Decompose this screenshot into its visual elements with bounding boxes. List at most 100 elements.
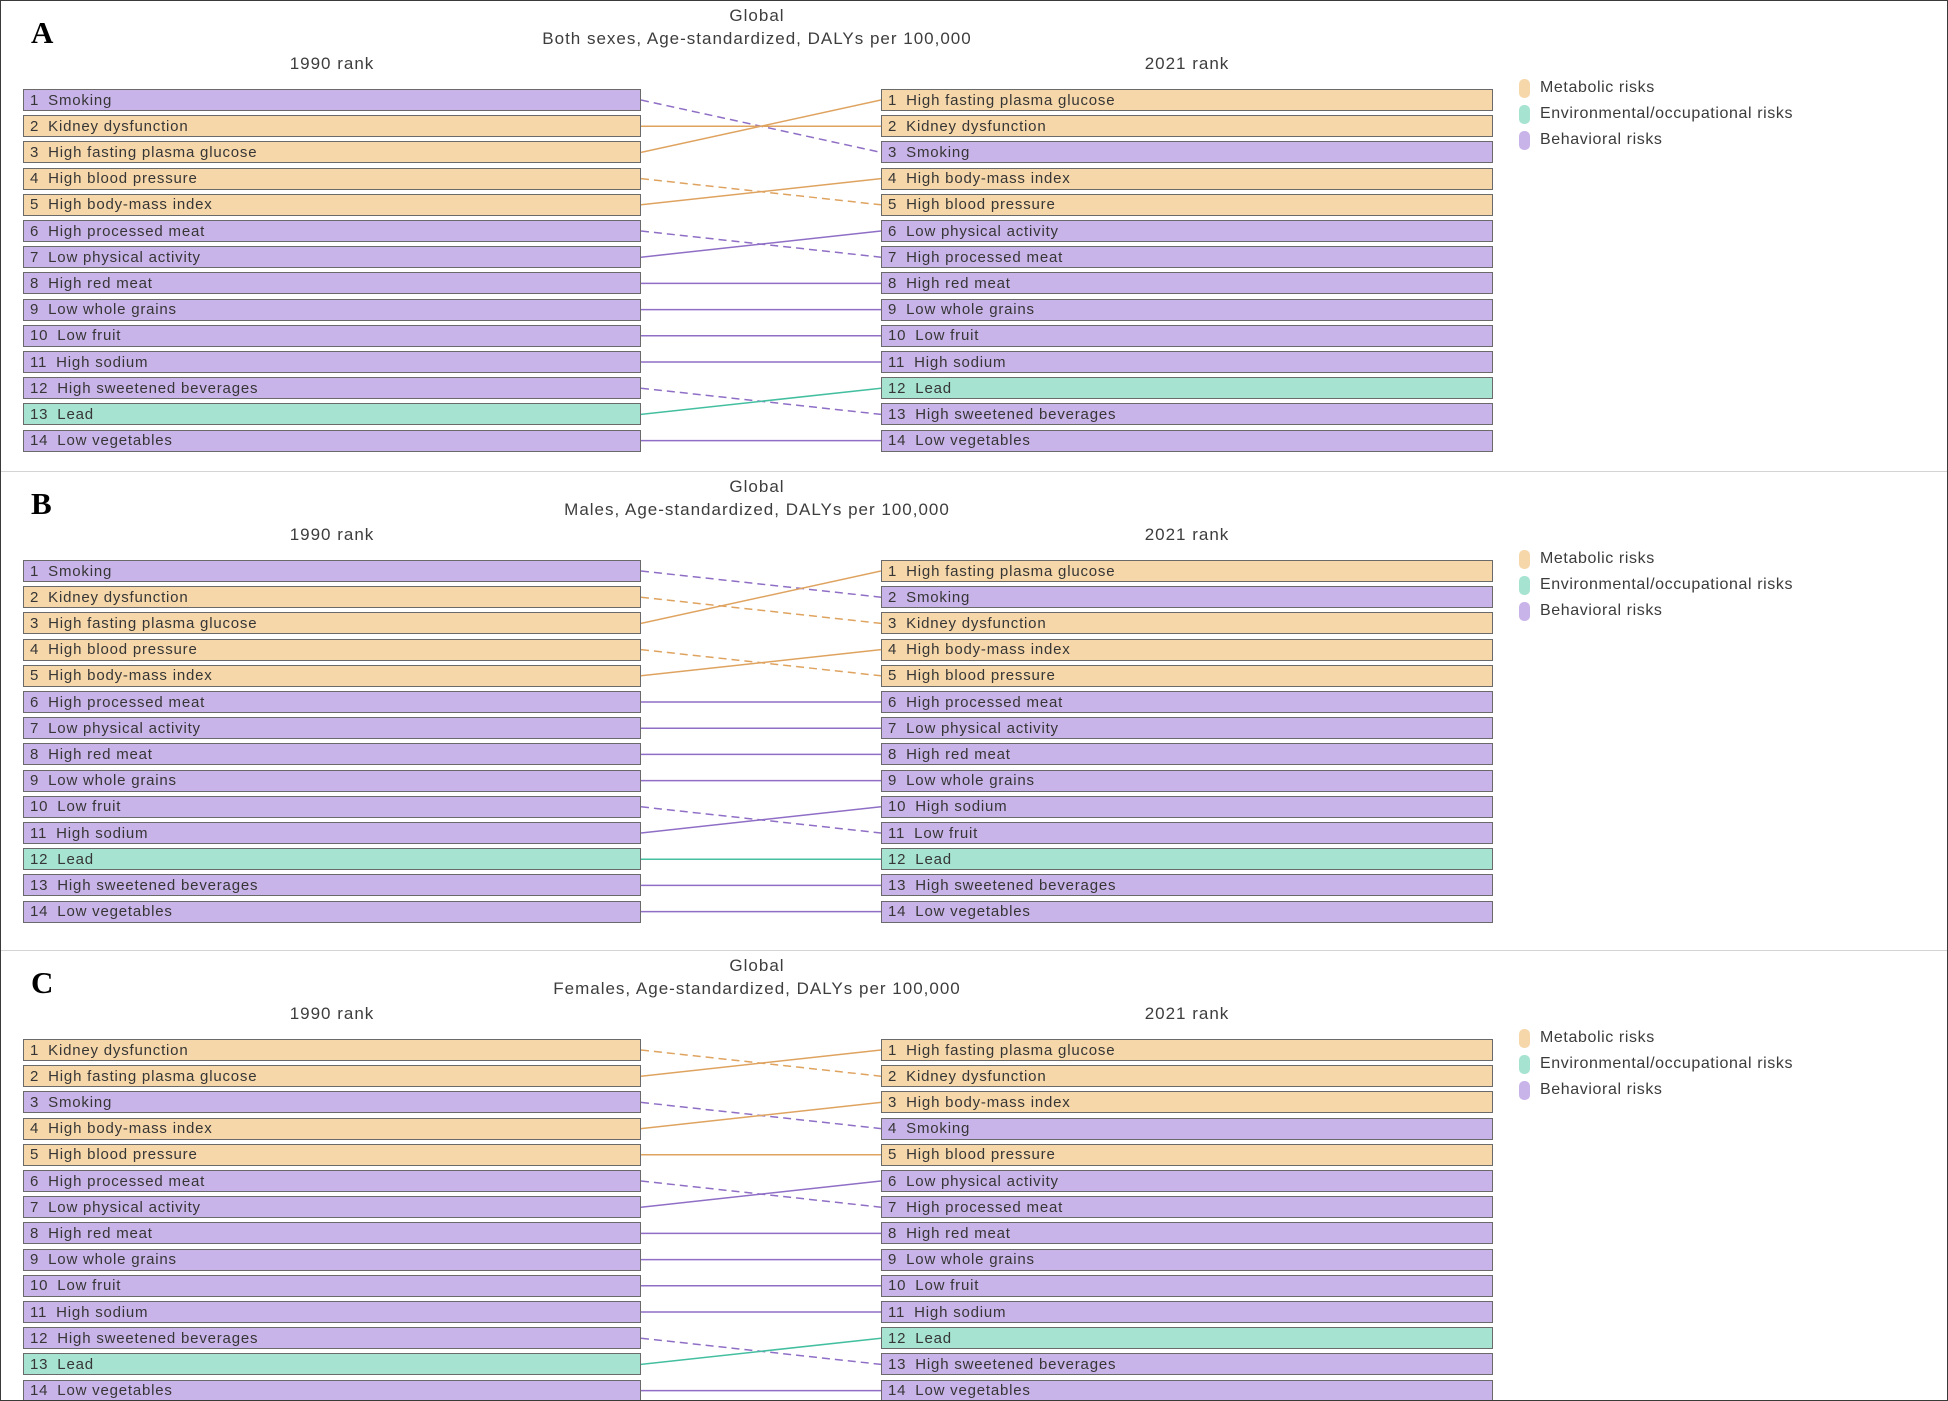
- rank-box: 14 Low vegetables: [23, 900, 641, 923]
- rank-number: 4: [30, 641, 40, 659]
- risk-label: Low whole grains: [906, 772, 1035, 790]
- rank-box: 3 High fasting plasma glucose: [23, 141, 641, 164]
- rank-box: 12 Lead: [881, 1327, 1493, 1350]
- column-header-2021: 2021 rank: [1144, 525, 1230, 544]
- rank-box: 2 Kidney dysfunction: [881, 115, 1493, 138]
- risk-label: High body-mass index: [48, 667, 213, 685]
- rank-number: 1: [30, 562, 40, 580]
- risk-label: Kidney dysfunction: [906, 117, 1047, 135]
- rank-number: 1: [888, 1041, 898, 1059]
- rank-number: 4: [30, 170, 40, 188]
- risk-label: High red meat: [48, 1224, 153, 1242]
- rank-number: 8: [30, 1224, 40, 1242]
- rank-box: 6 High processed meat: [23, 691, 641, 713]
- rank-box: 3 Smoking: [23, 1091, 641, 1114]
- rank-number: 11: [30, 1303, 48, 1321]
- rank-box: 8 High red meat: [881, 1222, 1493, 1245]
- panel-title: Global: [729, 477, 785, 496]
- risk-label: High sodium: [914, 1303, 1007, 1321]
- rank-number: 9: [888, 772, 898, 790]
- risk-label: High processed meat: [906, 693, 1064, 711]
- rank-number: 14: [888, 903, 907, 921]
- rank-number: 2: [888, 1067, 898, 1085]
- column-header-1990: 1990 rank: [289, 1004, 375, 1023]
- legend-item: Metabolic risks: [1519, 1027, 1655, 1049]
- legend-item: Environmental/occupational risks: [1519, 574, 1793, 596]
- risk-label: High fasting plasma glucose: [48, 614, 258, 632]
- rank-box: 14 Low vegetables: [23, 429, 641, 452]
- rank-number: 11: [888, 824, 906, 842]
- risk-label: High red meat: [906, 745, 1011, 763]
- rank-number: 6: [888, 222, 898, 240]
- risk-label: High blood pressure: [48, 1146, 198, 1164]
- rank-line: [641, 230, 881, 258]
- rank-box: 14 Low vegetables: [881, 900, 1493, 923]
- rank-number: 10: [888, 798, 907, 816]
- rank-number: 3: [888, 1093, 898, 1111]
- rank-number: 5: [30, 1146, 40, 1164]
- rank-number: 8: [30, 745, 40, 763]
- risk-label: Lead: [915, 850, 952, 868]
- rank-number: 13: [888, 876, 907, 894]
- rank-box: 14 Low vegetables: [881, 429, 1493, 452]
- risk-label: High processed meat: [906, 1198, 1064, 1216]
- column-header-1990: 1990 rank: [289, 54, 375, 73]
- risk-label: Smoking: [906, 143, 971, 161]
- rank-box: 10 Low fruit: [881, 1274, 1493, 1297]
- rank-box: 9 Low whole grains: [881, 769, 1493, 792]
- legend-label: Behavioral risks: [1540, 1081, 1663, 1098]
- risk-label: Low vegetables: [915, 903, 1031, 921]
- legend-label: Environmental/occupational risks: [1540, 1055, 1794, 1072]
- panel-title: Global: [729, 6, 785, 25]
- rank-number: 9: [30, 772, 40, 790]
- rank-line: [641, 570, 881, 598]
- risk-label: High body-mass index: [906, 1093, 1071, 1111]
- risk-label: High fasting plasma glucose: [48, 1067, 258, 1085]
- rank-number: 5: [888, 667, 898, 685]
- rank-number: 13: [30, 876, 49, 894]
- column-header-2021: 2021 rank: [1144, 54, 1230, 73]
- rank-box: 12 High sweetened beverages: [23, 377, 641, 400]
- rank-number: 2: [888, 588, 898, 606]
- rank-number: 10: [888, 327, 907, 345]
- rank-box: 8 High red meat: [881, 743, 1493, 766]
- rank-box: 11 High sodium: [881, 351, 1493, 373]
- rank-box: 13 High sweetened beverages: [23, 874, 641, 897]
- rank-box: 9 Low whole grains: [23, 1248, 641, 1271]
- rank-box: 2 High fasting plasma glucose: [23, 1065, 641, 1088]
- risk-label: Low whole grains: [48, 301, 177, 319]
- column-header-2021: 2021 rank: [1144, 1004, 1230, 1023]
- risk-label: Low physical activity: [906, 1172, 1059, 1190]
- risk-label: Low whole grains: [906, 301, 1035, 319]
- rank-number: 3: [888, 143, 898, 161]
- legend-item: Environmental/occupational risks: [1519, 1053, 1793, 1075]
- risk-label: Lead: [57, 1355, 94, 1373]
- rank-number: 7: [30, 248, 40, 266]
- panel-subtitle: Females, Age-standardized, DALYs per 100…: [553, 979, 961, 998]
- rank-box: 5 High body-mass index: [23, 193, 641, 216]
- legend-label: Behavioral risks: [1540, 602, 1663, 619]
- rank-number: 4: [30, 1120, 40, 1138]
- rank-line: [641, 806, 881, 834]
- rank-number: 13: [30, 405, 49, 423]
- legend-swatch-behavioral: [1519, 601, 1530, 621]
- rank-line: [641, 1337, 881, 1366]
- rank-change-lines: [641, 570, 881, 913]
- rank-number: 9: [30, 301, 40, 319]
- rank-line: [641, 648, 881, 677]
- risk-label: High sweetened beverages: [57, 379, 259, 397]
- rank-number: 13: [888, 1355, 907, 1373]
- rank-box: 3 High fasting plasma glucose: [23, 612, 641, 635]
- legend-item: Metabolic risks: [1519, 77, 1655, 99]
- rank-box: 5 High blood pressure: [881, 1143, 1493, 1166]
- risk-label: Lead: [915, 1329, 952, 1347]
- risk-label: High sweetened beverages: [915, 1355, 1117, 1373]
- risk-label: Smoking: [906, 1120, 971, 1138]
- rank-box: 1 High fasting plasma glucose: [881, 89, 1493, 111]
- rank-number: 2: [30, 1067, 40, 1085]
- column-header-1990: 1990 rank: [289, 525, 375, 544]
- rank-number: 2: [30, 117, 40, 135]
- rank-number: 8: [888, 745, 898, 763]
- rank-box: 2 Kidney dysfunction: [23, 115, 641, 138]
- rank-number: 3: [30, 614, 40, 632]
